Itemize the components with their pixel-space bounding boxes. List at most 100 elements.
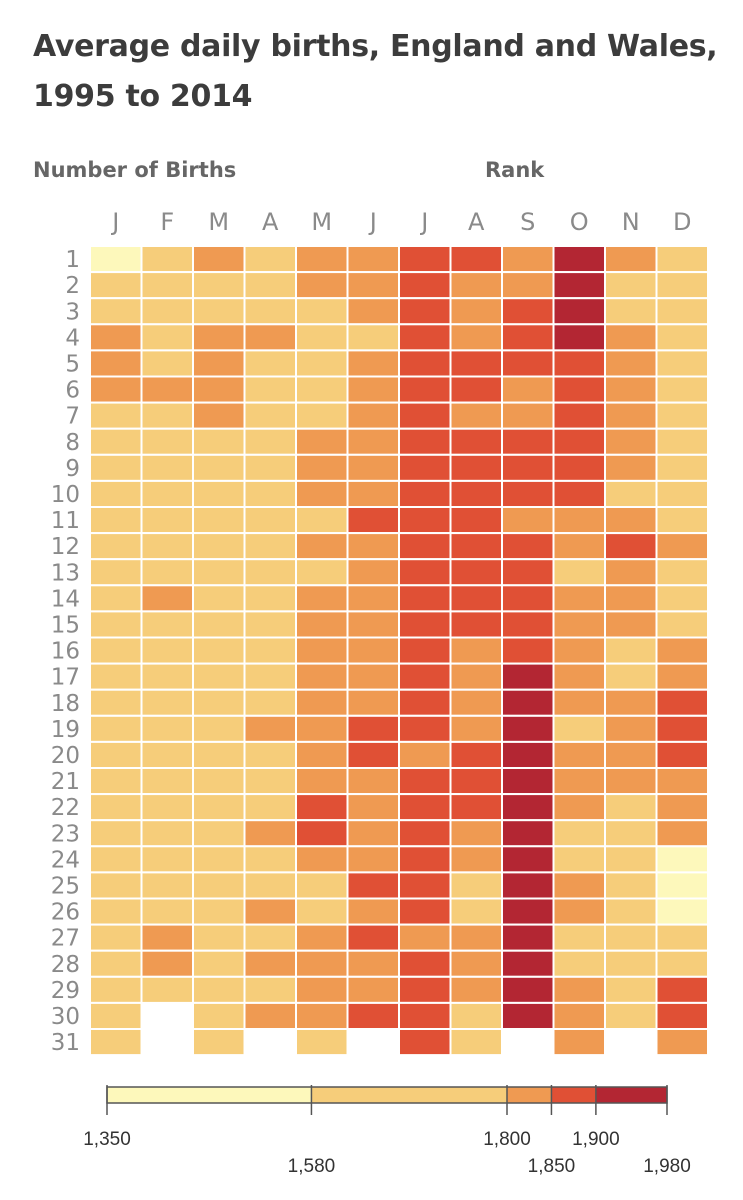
day-label-15: 15 — [51, 612, 80, 638]
cell-day20-month2 — [140, 740, 194, 770]
month-label-2: M — [208, 208, 229, 236]
cell-day21-month8 — [449, 767, 503, 796]
cell-day24-month5 — [295, 845, 349, 874]
cell-day2-month9 — [501, 271, 555, 300]
cell-day22-month10 — [552, 793, 606, 822]
cell-day25-month5 — [295, 871, 349, 900]
cell-day26-month1 — [89, 897, 143, 926]
cell-day12-month2 — [140, 532, 194, 561]
number-of-births-label: Number of Births — [33, 158, 237, 182]
cell-day25-month7 — [398, 871, 452, 900]
cell-day18-month3 — [192, 688, 246, 717]
heatmap-cells — [89, 245, 709, 1057]
cell-day26-month2 — [140, 897, 194, 926]
cell-day20-month5 — [295, 740, 349, 770]
day-label-5: 5 — [65, 351, 80, 377]
cell-day15-month6 — [346, 610, 400, 639]
cell-day25-month1 — [89, 871, 143, 900]
cell-day20-month11 — [604, 740, 658, 770]
cell-day31-month5 — [295, 1028, 349, 1057]
cell-day23-month9 — [501, 819, 555, 848]
cell-day30-month10 — [552, 1001, 606, 1031]
cell-day14-month11 — [604, 584, 658, 613]
cell-day16-month11 — [604, 636, 658, 665]
cell-day12-month4 — [243, 532, 297, 561]
day-label-4: 4 — [65, 325, 80, 351]
cell-day18-month6 — [346, 688, 400, 717]
cell-day26-month3 — [192, 897, 246, 926]
cell-day17-month4 — [243, 662, 297, 691]
cell-day14-month9 — [501, 584, 555, 613]
cell-day11-month9 — [501, 506, 555, 535]
cell-day18-month12 — [655, 688, 709, 717]
cell-day9-month3 — [192, 453, 246, 482]
cell-day9-month2 — [140, 453, 194, 482]
cell-day25-month8 — [449, 871, 503, 900]
cell-day18-month5 — [295, 688, 349, 717]
cell-day25-month9 — [501, 871, 555, 900]
month-label-9: O — [570, 208, 589, 236]
day-label-30: 30 — [51, 1004, 80, 1030]
legend-tick-label-4: 1,900 — [572, 1129, 620, 1150]
month-label-4: M — [311, 208, 332, 236]
cell-day6-month2 — [140, 375, 194, 404]
cell-day5-month3 — [192, 349, 246, 378]
cell-day18-month10 — [552, 688, 606, 717]
cell-day16-month2 — [140, 636, 194, 665]
cell-day13-month5 — [295, 558, 349, 587]
day-label-12: 12 — [51, 534, 80, 560]
cell-day10-month11 — [604, 479, 658, 508]
cell-day10-month4 — [243, 479, 297, 508]
cell-day24-month10 — [552, 845, 606, 874]
cell-day10-month5 — [295, 479, 349, 508]
cell-day4-month8 — [449, 323, 503, 352]
cell-day11-month6 — [346, 506, 400, 535]
cell-day11-month7 — [398, 506, 452, 535]
cell-day7-month10 — [552, 401, 606, 430]
cell-day29-month5 — [295, 975, 349, 1004]
cell-day27-month5 — [295, 923, 349, 952]
cell-day29-month11 — [604, 975, 658, 1004]
cell-day7-month3 — [192, 401, 246, 430]
cell-day19-month6 — [346, 714, 400, 743]
cell-day20-month4 — [243, 740, 297, 770]
cell-day7-month11 — [604, 401, 658, 430]
rank-label: Rank — [485, 158, 545, 182]
cell-day11-month3 — [192, 506, 246, 535]
cell-day13-month7 — [398, 558, 452, 587]
cell-day16-month9 — [501, 636, 555, 665]
day-label-6: 6 — [65, 378, 80, 404]
cell-day16-month4 — [243, 636, 297, 665]
cell-day4-month2 — [140, 323, 194, 352]
cell-day8-month6 — [346, 427, 400, 456]
cell-day6-month1 — [89, 375, 143, 404]
cell-day5-month6 — [346, 349, 400, 378]
cell-day12-month3 — [192, 532, 246, 561]
cell-day2-month3 — [192, 271, 246, 300]
legend-tick-label-3: 1,850 — [528, 1156, 576, 1177]
cell-day15-month4 — [243, 610, 297, 639]
cell-day12-month8 — [449, 532, 503, 561]
cell-day18-month11 — [604, 688, 658, 717]
cell-day1-month6 — [346, 245, 400, 274]
cell-day28-month12 — [655, 949, 709, 978]
cell-day26-month9 — [501, 897, 555, 926]
month-label-7: A — [468, 208, 485, 236]
cell-day26-month6 — [346, 897, 400, 926]
cell-day8-month10 — [552, 427, 606, 456]
cell-day15-month12 — [655, 610, 709, 639]
cell-day16-month10 — [552, 636, 606, 665]
cell-day2-month10 — [552, 271, 606, 300]
cell-day30-month9 — [501, 1001, 555, 1031]
cell-day2-month6 — [346, 271, 400, 300]
cell-day16-month1 — [89, 636, 143, 665]
cell-day24-month1 — [89, 845, 143, 874]
cell-day8-month12 — [655, 427, 709, 456]
cell-day24-month8 — [449, 845, 503, 874]
cell-day3-month12 — [655, 297, 709, 326]
legend-swatch-4 — [595, 1087, 667, 1103]
cell-day19-month10 — [552, 714, 606, 743]
cell-day19-month3 — [192, 714, 246, 743]
